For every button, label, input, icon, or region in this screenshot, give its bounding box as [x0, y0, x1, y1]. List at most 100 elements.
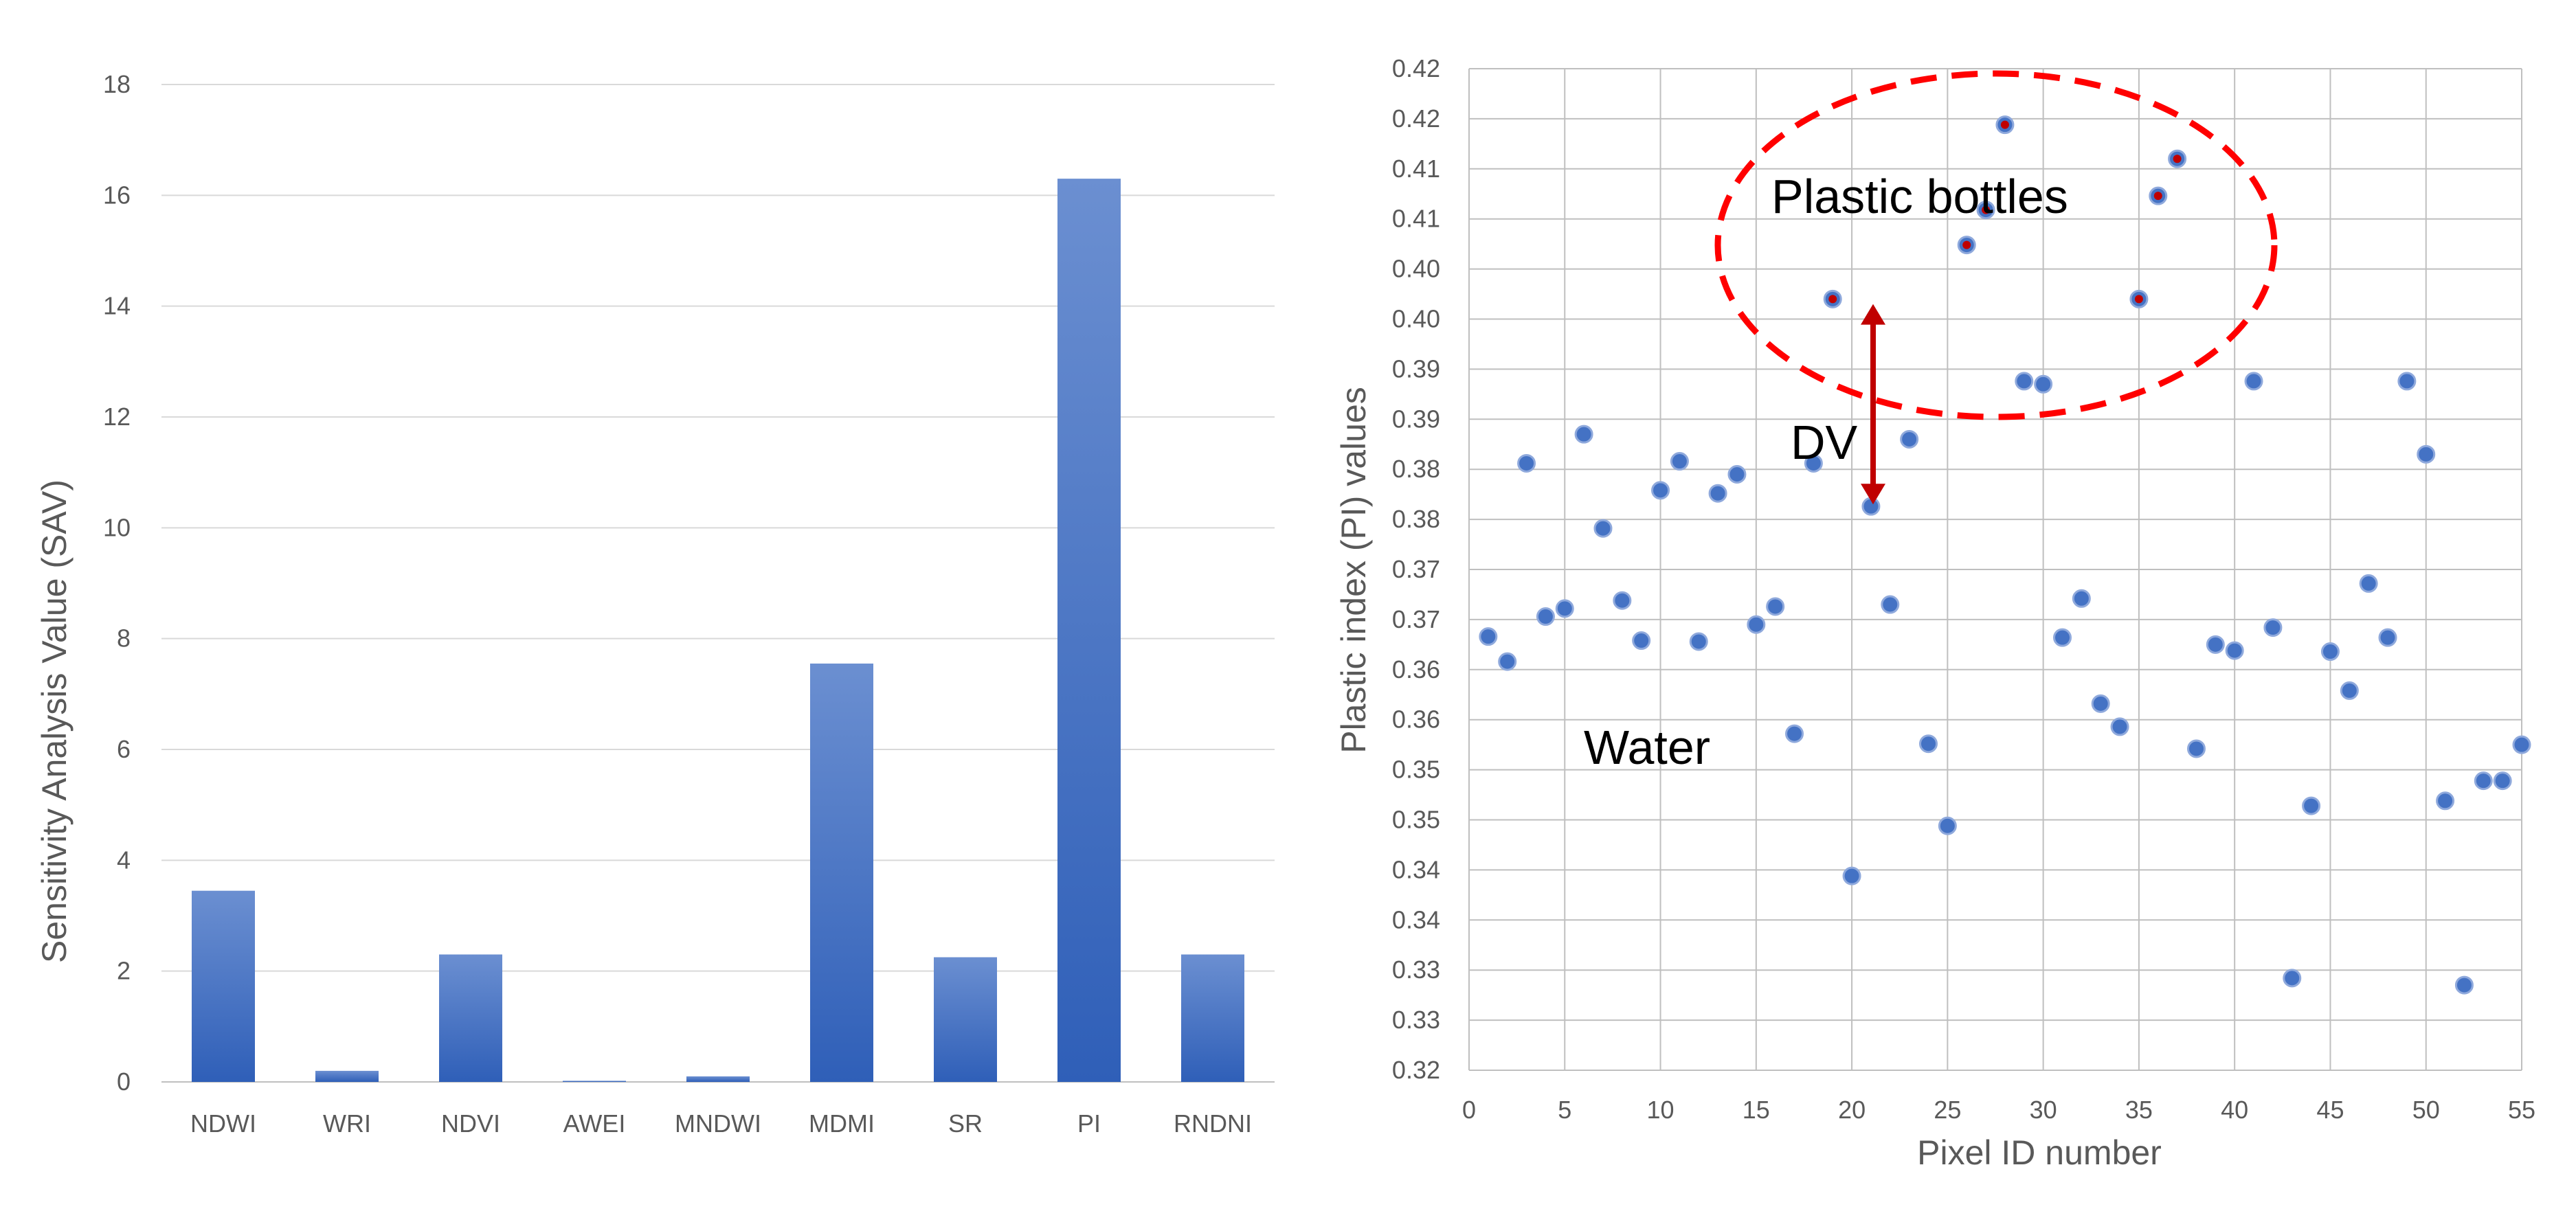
scatter-y-tick-label: 0.35 — [1392, 806, 1440, 834]
scatter-y-tick-label: 0.32 — [1392, 1056, 1440, 1084]
scatter-y-tick-label: 0.36 — [1392, 705, 1440, 734]
bar-category-label: MNDWI — [675, 1109, 761, 1138]
dv-label: DV — [1791, 416, 1858, 469]
scatter-point — [1593, 519, 1613, 538]
bar-wri — [315, 1070, 379, 1082]
bar-category-label: NDWI — [190, 1109, 256, 1138]
scatter-x-tick-label: 0 — [1462, 1096, 1476, 1124]
bar-pi — [1057, 179, 1121, 1083]
scatter-point — [1727, 464, 1747, 484]
scatter-y-tick-label: 0.33 — [1392, 1006, 1440, 1034]
scatter-point — [1536, 607, 1555, 626]
dv-arrow-head-up — [1861, 304, 1885, 325]
bar-category-labels: NDWI WRI NDVI AWEI MNDWI MDMI SR PI RNDNI — [190, 1109, 1252, 1138]
scatter-x-tick-label: 20 — [1838, 1096, 1866, 1124]
scatter-point — [1498, 652, 1517, 671]
scatter-point — [1881, 595, 1900, 614]
bar-series — [192, 179, 1244, 1083]
scatter-point — [1689, 632, 1708, 651]
scatter-y-tick-label: 0.41 — [1392, 205, 1440, 233]
bar-category-label: MDMI — [809, 1109, 875, 1138]
scatter-point-plastic-core — [1962, 240, 1971, 249]
bar-y-tick-label: 18 — [103, 70, 131, 98]
scatter-point — [1919, 734, 1938, 754]
scatter-y-axis-title: Plastic index (PI) values — [1334, 387, 1373, 754]
scatter-x-axis-title: Pixel ID number — [1917, 1133, 2162, 1172]
bar-sr — [934, 957, 997, 1082]
scatter-point-plastic-core — [2173, 155, 2182, 163]
scatter-point — [2244, 372, 2263, 391]
bar-category-label: NDVI — [441, 1109, 500, 1138]
scatter-point — [2186, 739, 2206, 758]
scatter-point — [2263, 618, 2283, 637]
scatter-point-plastic-core — [1828, 295, 1837, 304]
scatter-y-tick-label: 0.39 — [1392, 405, 1440, 433]
scatter-x-tick-label: 30 — [2030, 1096, 2057, 1124]
bar-y-axis-title: Sensitivity Analysis Value (SAV) — [35, 479, 74, 963]
scatter-y-tick-label: 0.35 — [1392, 756, 1440, 784]
scatter-x-tick-label: 55 — [2508, 1096, 2535, 1124]
scatter-y-tick-label: 0.36 — [1392, 655, 1440, 683]
bar-awei — [563, 1081, 626, 1082]
bar-mdmi — [810, 663, 873, 1082]
scatter-point — [2320, 642, 2340, 662]
scatter-point — [1804, 453, 1823, 473]
scatter-y-tick-label: 0.33 — [1392, 956, 1440, 984]
scatter-x-tick-label: 10 — [1647, 1096, 1675, 1124]
scatter-y-tick-label: 0.40 — [1392, 255, 1440, 283]
bar-ndwi — [192, 890, 255, 1082]
bar-category-label: AWEI — [563, 1109, 626, 1138]
dv-arrow-head-down — [1861, 484, 1885, 505]
scatter-x-tick-label: 40 — [2221, 1096, 2248, 1124]
scatter-y-tick-label: 0.38 — [1392, 455, 1440, 483]
scatter-y-tick-label: 0.34 — [1392, 905, 1440, 934]
scatter-y-tick-label: 0.41 — [1392, 155, 1440, 183]
scatter-point — [1670, 452, 1689, 471]
scatter-y-tick-label: 0.37 — [1392, 555, 1440, 583]
scatter-x-tick-label: 50 — [2412, 1096, 2440, 1124]
scatter-annotations: Plastic bottles Water DV — [1584, 70, 2278, 774]
bar-y-tick-label: 14 — [103, 292, 131, 320]
scatter-point — [2091, 694, 2110, 713]
bar-y-tick-label: 8 — [117, 624, 131, 653]
scatter-x-tick-label: 15 — [1743, 1096, 1770, 1124]
scatter-point — [2436, 791, 2455, 811]
scatter-y-tick-label: 0.38 — [1392, 505, 1440, 533]
scatter-point — [2493, 771, 2512, 791]
scatter-point — [2283, 969, 2302, 988]
bar-category-label: SR — [948, 1109, 983, 1138]
scatter-point — [1651, 481, 1670, 500]
scatter-point-plastic-core — [2134, 295, 2143, 304]
bar-y-tick-label: 10 — [103, 513, 131, 541]
bar-chart: 0 2 4 6 8 10 12 14 16 18 NDWI WRI NDVI AWEI MNDWI MDMI… — [35, 70, 1275, 1138]
bar-y-tick-label: 4 — [117, 846, 131, 874]
plastic-bottles-label: Plastic bottles — [1771, 170, 2068, 223]
scatter-point-plastic-core — [1982, 205, 1991, 214]
scatter-point — [1766, 597, 1785, 616]
bar-category-label: RNDNI — [1174, 1109, 1252, 1138]
scatter-y-tick-label: 0.39 — [1392, 354, 1440, 383]
scatter-y-tick-label: 0.34 — [1392, 855, 1440, 883]
scatter-point — [2359, 574, 2378, 593]
scatter-x-tick-label: 5 — [1558, 1096, 1571, 1124]
bar-rndni — [1181, 954, 1244, 1082]
scatter-point — [1632, 631, 1651, 651]
water-label: Water — [1584, 721, 1710, 774]
scatter-series — [1479, 115, 2531, 995]
scatter-point — [2474, 771, 2493, 791]
bar-gridlines — [161, 84, 1275, 1083]
scatter-point — [2110, 717, 2129, 736]
bar-y-tick-label: 0 — [117, 1067, 131, 1096]
scatter-y-tick-label: 0.42 — [1392, 54, 1440, 82]
bar-category-label: PI — [1077, 1109, 1101, 1138]
bar-y-tick-label: 16 — [103, 181, 131, 209]
bar-category-label: WRI — [323, 1109, 371, 1138]
scatter-point — [2397, 372, 2417, 391]
scatter-x-tick-label: 35 — [2125, 1096, 2153, 1124]
scatter-point — [2302, 796, 2321, 815]
scatter-point — [1785, 724, 1804, 743]
scatter-point — [1574, 425, 1593, 444]
bar-y-tick-label: 6 — [117, 735, 131, 763]
scatter-point — [1938, 816, 1957, 835]
